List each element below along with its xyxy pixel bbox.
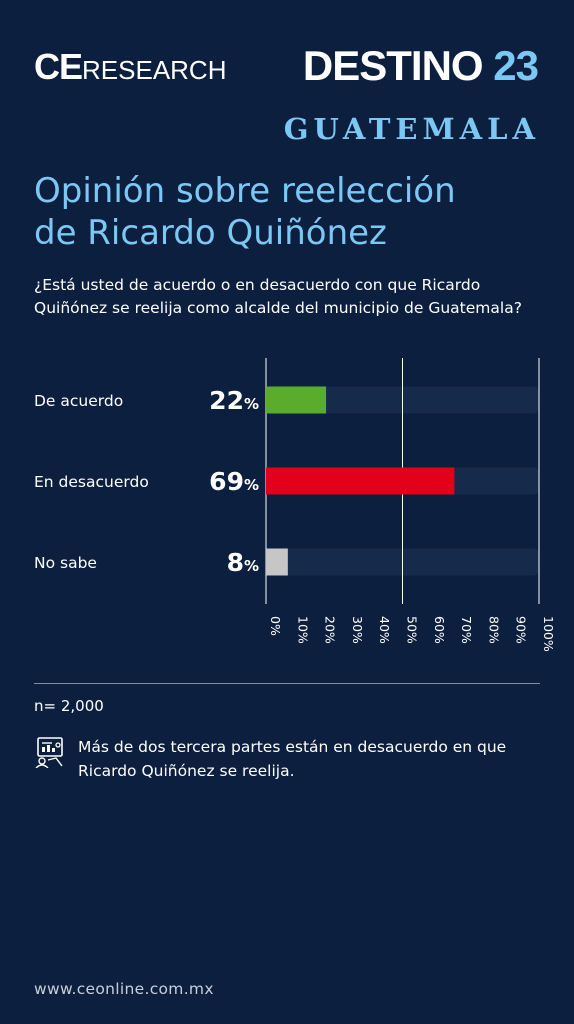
tick-label: 50%: [405, 616, 420, 644]
website-link[interactable]: www.ceonline.com.mx: [34, 980, 214, 998]
tick-label: 40%: [377, 616, 392, 644]
report-icon: [35, 737, 63, 768]
sample-size: n= 2,000: [34, 697, 104, 715]
divider: [34, 683, 540, 684]
tick-label: 20%: [323, 616, 338, 644]
bar: [266, 467, 455, 495]
tick-label: 100%: [541, 616, 556, 652]
logo-ce-text: CE: [34, 46, 83, 87]
tick-label: 60%: [432, 616, 447, 644]
destino-logo: DESTINO 23: [302, 42, 539, 90]
tick-label: 80%: [486, 616, 501, 644]
category-label: De acuerdo: [34, 392, 123, 410]
value-label: 8%: [227, 548, 259, 577]
page-title: Opinión sobre reelección de Ricardo Quiñ…: [34, 170, 554, 254]
tick-label: 70%: [459, 616, 474, 644]
category-label: No sabe: [34, 554, 97, 572]
tick-label: 0%: [268, 616, 283, 636]
category-label: En desacuerdo: [34, 473, 149, 491]
summary-note: Más de dos tercera partes están en desac…: [78, 738, 507, 780]
logo-research-text: RESEARCH: [82, 55, 227, 85]
value-label: 69%: [209, 467, 259, 496]
ce-research-logo: CERESEARCH: [34, 46, 227, 88]
tick-label: 10%: [295, 616, 310, 644]
title-line-2: de Ricardo Quiñónez: [34, 213, 387, 253]
survey-question: ¿Está usted de acuerdo o en desacuerdo c…: [34, 276, 522, 317]
value-label: 22%: [209, 386, 259, 415]
destino-number: 23: [493, 42, 539, 89]
title-line-1: Opinión sobre reelección: [34, 171, 456, 211]
bar: [266, 548, 288, 576]
bar-chart: De acuerdo 22% En desacuerdo 69% No sabe 8% 0%…: [34, 358, 556, 652]
tick-label: 30%: [350, 616, 365, 644]
region-label: GUATEMALA: [283, 112, 540, 146]
tick-label: 90%: [514, 616, 529, 644]
bar: [266, 386, 327, 414]
destino-word: DESTINO: [302, 42, 484, 89]
